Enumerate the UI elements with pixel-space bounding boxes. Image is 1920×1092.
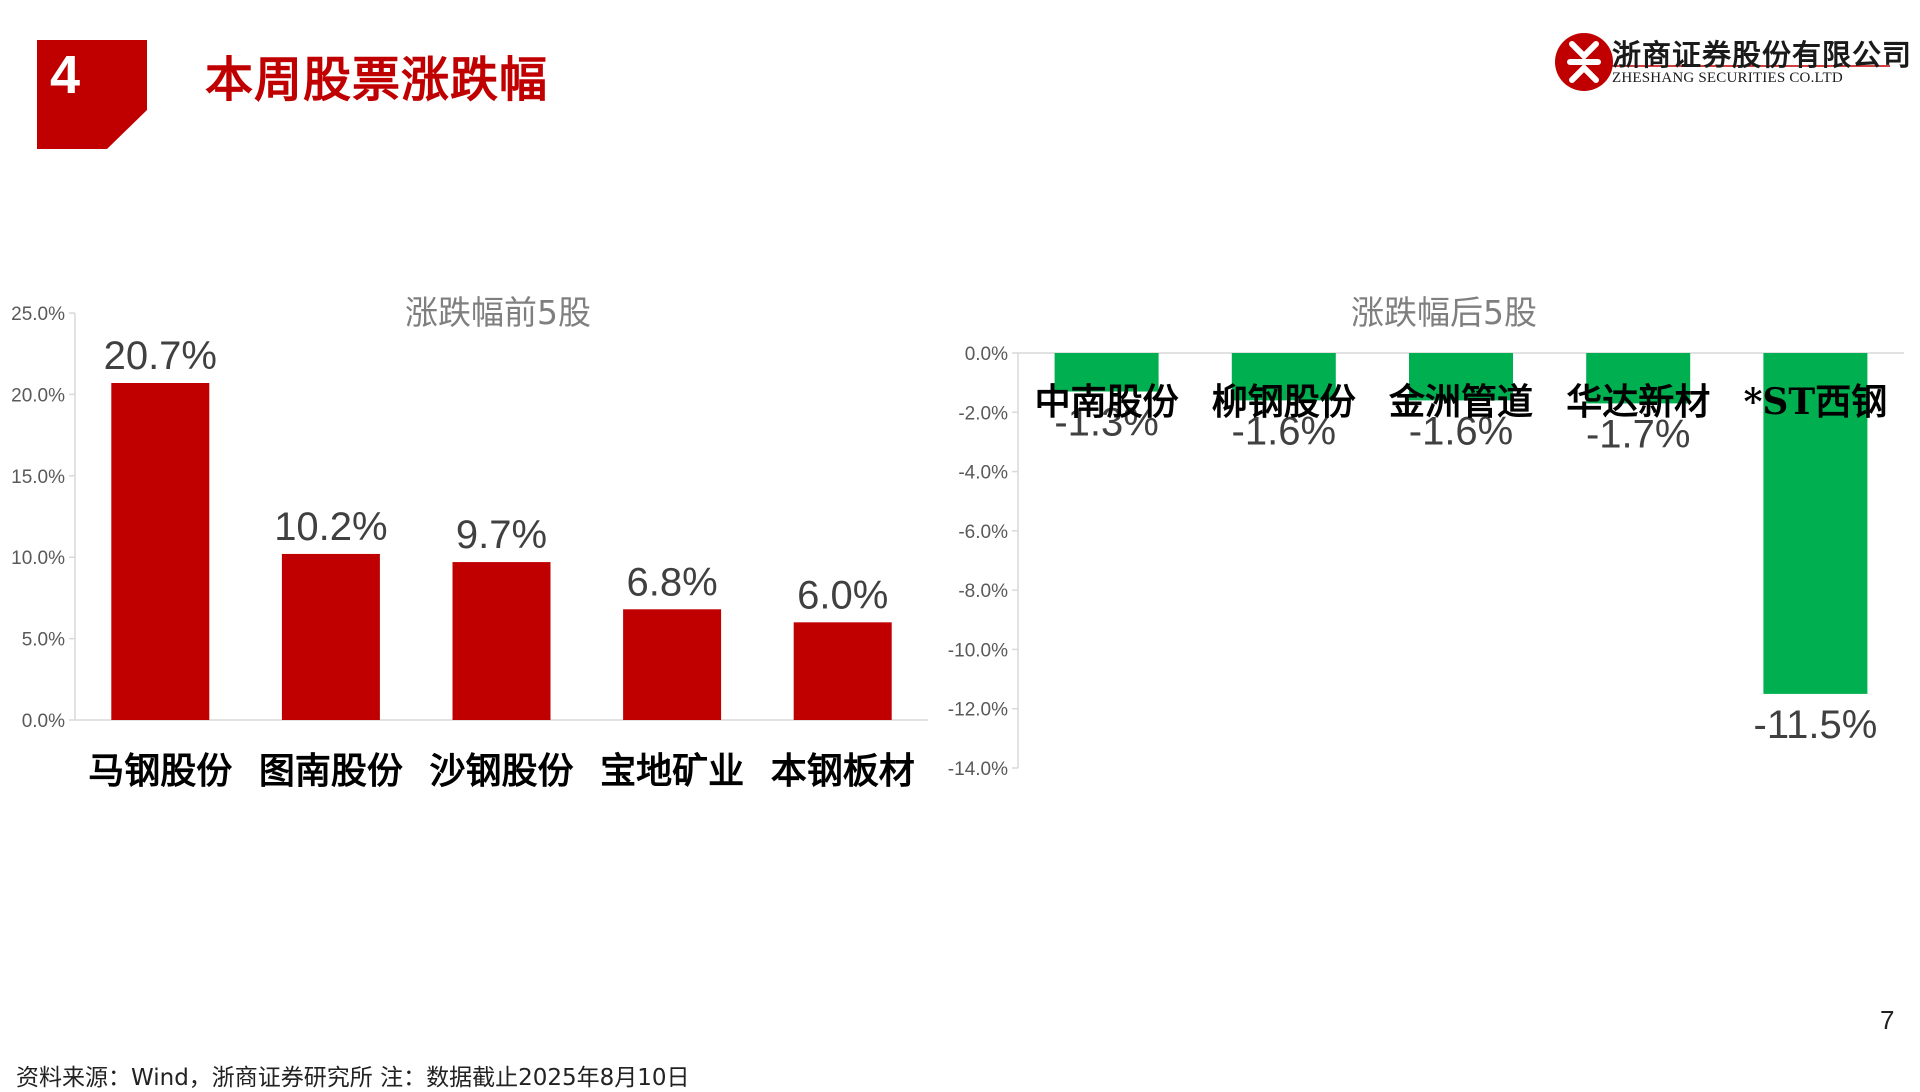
y-tick-label: 0.0% [965, 344, 1008, 365]
category-label: 沙钢股份 [429, 750, 573, 792]
bar [281, 553, 380, 720]
y-tick-label: 0.0% [22, 711, 65, 732]
y-tick-label: -8.0% [958, 581, 1008, 602]
page-title: 本周股票涨跌幅 [205, 52, 549, 108]
category-label: 宝地矿业 [600, 750, 744, 792]
company-name: 浙商证券股份有限公司 [1612, 38, 1913, 72]
data-label: 9.7% [456, 513, 547, 557]
category-label: 金洲管道 [1388, 381, 1533, 423]
data-label: 6.8% [627, 560, 718, 604]
data-label: 6.0% [797, 573, 888, 617]
y-tick-label: 10.0% [11, 548, 65, 569]
data-label: -1.6% [1232, 409, 1337, 453]
y-tick-label: -6.0% [958, 522, 1008, 543]
y-tick-label: -14.0% [948, 759, 1008, 780]
chart-title: 涨跌幅后5股 [1351, 293, 1537, 332]
bar [1231, 353, 1336, 401]
category-label: 中南股份 [1035, 381, 1179, 423]
category-label: *ST西钢 [1744, 381, 1888, 423]
section-number-block [37, 40, 147, 149]
section-number: 4 [50, 45, 81, 105]
data-label: -1.6% [1409, 409, 1514, 453]
data-label: -11.5% [1754, 703, 1878, 747]
top5-gainers-chart: 涨跌幅前5股 0.0% 5.0% 10.0% 15.0% 20.0% 25.0% 20.7% 马… [11, 293, 928, 792]
y-tick-label: -10.0% [948, 640, 1008, 661]
category-label: 本钢板材 [771, 750, 915, 792]
y-tick-label: -2.0% [958, 403, 1008, 424]
bar [111, 383, 210, 720]
page-number: 7 [1880, 1005, 1895, 1035]
company-english-name: ZHESHANG SECURITIES CO.LTD [1612, 70, 1843, 86]
data-label: -1.7% [1586, 412, 1691, 456]
zheshang-logo-icon [1555, 33, 1890, 91]
bar [1409, 353, 1513, 401]
bottom5-losers-chart: 涨跌幅后5股 0.0% -2.0% -4.0% -6.0% -8.0% -10.0% -12.… [948, 293, 1904, 780]
data-label: 10.2% [274, 505, 387, 549]
y-tick-label: 20.0% [11, 385, 65, 406]
y-tick-label: 5.0% [22, 630, 65, 651]
category-label: 马钢股份 [88, 750, 232, 792]
y-tick-label: 25.0% [11, 304, 65, 325]
y-tick-label: -4.0% [958, 463, 1008, 484]
bar [793, 622, 892, 720]
data-label: -1.3% [1054, 401, 1159, 445]
chart-title: 涨跌幅前5股 [405, 293, 591, 332]
category-label: 图南股份 [259, 750, 403, 792]
category-label: 柳钢股份 [1212, 381, 1356, 423]
bar [1763, 353, 1868, 694]
bar [623, 609, 722, 720]
data-label: 20.7% [104, 334, 217, 378]
y-tick-label: 15.0% [11, 467, 65, 488]
bar [452, 562, 551, 720]
category-label: 华达新材 [1566, 381, 1710, 423]
y-tick-label: -12.0% [948, 700, 1008, 721]
source-footnote: 资料来源：Wind，浙商证券研究所 注：数据截止2025年8月10日 [16, 1065, 690, 1091]
bar [1586, 353, 1691, 404]
bar [1054, 353, 1159, 392]
